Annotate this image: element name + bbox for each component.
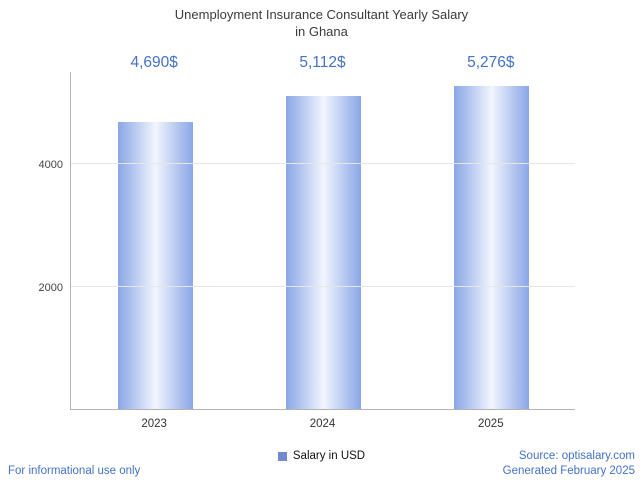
chart-title: Unemployment Insurance Consultant Yearly… (0, 6, 643, 40)
legend-swatch-icon (277, 451, 287, 461)
x-axis-label: 2023 (141, 418, 167, 430)
legend-label: Salary in USD (292, 450, 366, 462)
value-labels-row: 4,690$ 5,112$ 5,276$ (70, 54, 575, 74)
x-axis-label: 2025 (478, 418, 504, 430)
bar-value-label: 5,112$ (299, 54, 346, 71)
bar-slot (239, 72, 407, 409)
x-labels-row: 2023 2024 2025 (70, 418, 575, 430)
source-link[interactable]: Source: optisalary.com (518, 450, 635, 462)
bar (117, 122, 193, 409)
generated-text: Generated February 2025 (502, 465, 635, 477)
plot-area: 2000 4000 (39, 72, 575, 410)
disclaimer-text: For informational use only (8, 465, 141, 477)
source-block: Source: optisalary.com Generated Februar… (503, 449, 635, 479)
x-axis-label: 2024 (309, 418, 336, 430)
y-axis-label: 2000 (38, 281, 63, 294)
bar (453, 86, 529, 409)
gridline (71, 163, 575, 165)
chart-title-line1: Unemployment Insurance Consultant Yearly… (174, 7, 469, 22)
bar-slot (71, 72, 239, 409)
legend-item[interactable]: Salary in USD (0, 450, 643, 462)
y-axis-label: 4000 (38, 159, 63, 172)
chart-title-line2: in Ghana (295, 24, 348, 39)
bars-row (71, 72, 575, 409)
gridline (71, 285, 575, 287)
bar-slot (407, 72, 575, 409)
bar (285, 96, 361, 409)
bar-value-label: 4,690$ (130, 54, 178, 71)
bar-value-label: 5,276$ (467, 54, 515, 71)
